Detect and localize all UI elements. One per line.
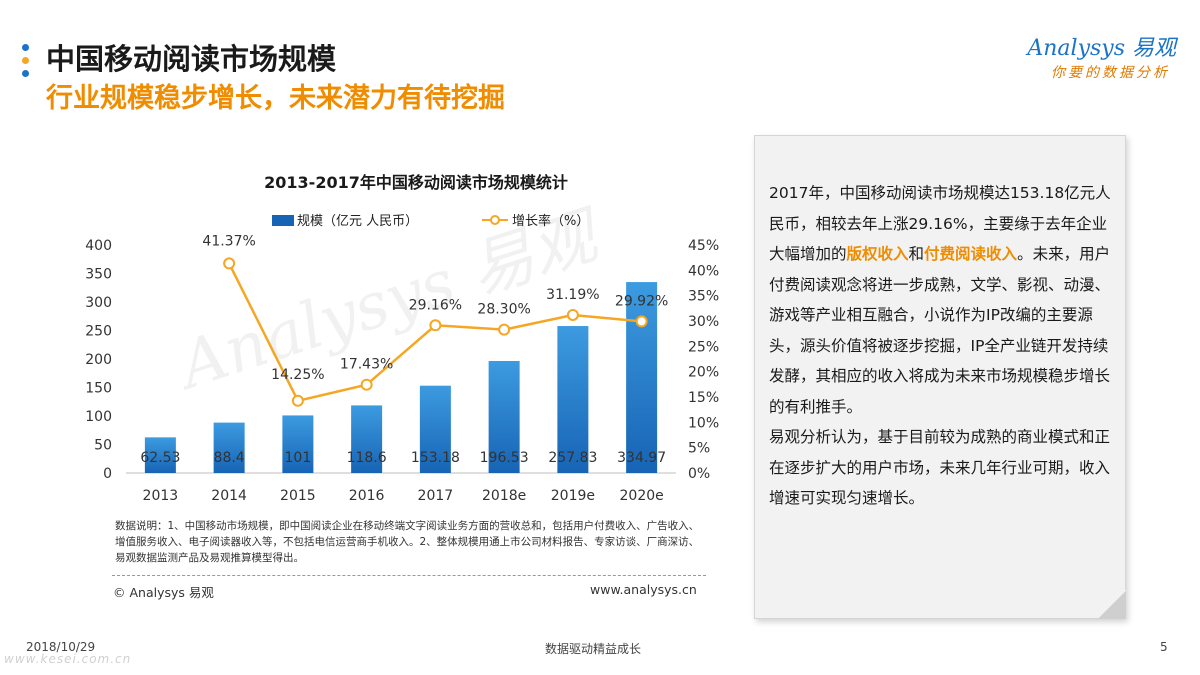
bar-2017 bbox=[419, 385, 451, 473]
y-right-tick-label: 45% bbox=[688, 238, 719, 254]
bar-2020e bbox=[626, 282, 658, 473]
footer-date: 2018/10/29 bbox=[26, 640, 96, 654]
y-left-tick-label: 200 bbox=[85, 352, 112, 368]
logo-text: Analysys 易观 bbox=[1027, 36, 1176, 61]
footer-slogan: 数据驱动精益成长 bbox=[545, 642, 642, 656]
y-right-tick-label: 0% bbox=[688, 466, 710, 482]
analysis-p1-and: 和 bbox=[908, 245, 925, 263]
growth-rate-label: 29.16% bbox=[409, 297, 462, 313]
x-tick-label: 2018e bbox=[482, 488, 526, 504]
analysis-p2: 易观分析认为，基于目前较为成熟的商业模式和正在逐步扩大的用户市场，未来几年行业可… bbox=[769, 428, 1111, 507]
y-left-tick-label: 150 bbox=[85, 381, 112, 397]
x-tick-label: 2013 bbox=[143, 488, 179, 504]
chart-title: 2013-2017年中国移动阅读市场规模统计 bbox=[264, 173, 568, 192]
bullet-dot bbox=[22, 57, 29, 64]
bar-2016 bbox=[351, 405, 383, 473]
y-left-tick-label: 350 bbox=[85, 267, 112, 283]
y-right-tick-label: 15% bbox=[688, 390, 719, 406]
legend-line-label: 增长率（%） bbox=[512, 213, 589, 229]
legend-line-marker bbox=[490, 215, 500, 225]
bar-2014 bbox=[213, 422, 245, 473]
title-bullet-dots bbox=[22, 44, 30, 83]
growth-point-2016 bbox=[360, 378, 373, 391]
growth-point-2014 bbox=[223, 257, 236, 270]
y-left-tick-label: 300 bbox=[85, 295, 112, 311]
growth-point-2017 bbox=[429, 319, 442, 332]
divider bbox=[112, 575, 706, 576]
y-right-tick-label: 10% bbox=[688, 415, 719, 431]
x-tick-label: 2017 bbox=[418, 488, 454, 504]
website-link[interactable]: www.analysys.cn bbox=[590, 582, 697, 597]
y-left-tick-label: 0 bbox=[103, 466, 112, 482]
bar-2019e bbox=[557, 326, 589, 473]
y-right-tick-label: 5% bbox=[688, 441, 710, 457]
y-right-tick-label: 35% bbox=[688, 289, 719, 305]
growth-point-2015 bbox=[291, 394, 304, 407]
x-tick-label: 2019e bbox=[551, 488, 595, 504]
growth-rate-label: 14.25% bbox=[271, 367, 324, 383]
analysys-logo: Analysys 易观 你要的数据分析 bbox=[1006, 26, 1176, 96]
bullet-dot bbox=[22, 44, 29, 51]
bullet-dot bbox=[22, 70, 29, 77]
bar-2018e bbox=[488, 360, 520, 473]
y-left-tick-label: 400 bbox=[85, 238, 112, 254]
x-tick-label: 2015 bbox=[280, 488, 316, 504]
growth-rate-label: 17.43% bbox=[340, 357, 393, 373]
bar-value-label: 153.18 bbox=[411, 450, 460, 466]
analysis-p1-a: 2017年，中国移动阅读市场规模达153.18亿元人民币，相较去年上涨29.16… bbox=[769, 184, 1111, 263]
bar-2015 bbox=[282, 415, 314, 473]
y-right-tick-label: 40% bbox=[688, 263, 719, 279]
bar-value-label: 118.6 bbox=[347, 450, 387, 466]
analysis-card: 2017年，中国移动阅读市场规模达153.18亿元人民币，相较去年上涨29.16… bbox=[754, 135, 1126, 619]
highlight-paid-reading-revenue: 付费阅读收入 bbox=[924, 245, 1018, 263]
page-subtitle: 行业规模稳步增长，未来潜力有待挖掘 bbox=[46, 83, 505, 114]
analysis-p1-b: 。未来，用户付费阅读观念将进一步成熟，文学、影视、动漫、游戏等产业相互融合，小说… bbox=[769, 245, 1111, 416]
legend-bar-swatch bbox=[272, 215, 294, 226]
y-left-tick-label: 100 bbox=[85, 409, 112, 425]
growth-point-2018e bbox=[498, 323, 511, 336]
bar-value-label: 196.53 bbox=[480, 450, 529, 466]
bar-value-label: 101 bbox=[285, 450, 312, 466]
page-title: 中国移动阅读市场规模 bbox=[46, 42, 337, 76]
bar-value-label: 257.83 bbox=[548, 450, 597, 466]
x-tick-label: 2020e bbox=[620, 488, 664, 504]
data-note: 数据说明：1、中国移动市场规模，即中国阅读企业在移动终端文字阅读业务方面的营收总… bbox=[115, 520, 700, 564]
copyright: © Analysys 易观 bbox=[113, 585, 214, 600]
y-right-tick-label: 20% bbox=[688, 365, 719, 381]
page-curl bbox=[1098, 590, 1126, 619]
y-right-tick-label: 25% bbox=[688, 339, 719, 355]
footer-watermark-url: www.kesei.com.cn bbox=[4, 652, 132, 666]
growth-rate-label: 41.37% bbox=[202, 233, 255, 249]
analysis-text: 2017年，中国移动阅读市场规模达153.18亿元人民币，相较去年上涨29.16… bbox=[769, 178, 1117, 514]
bar-2013 bbox=[144, 437, 176, 473]
growth-rate-label: 31.19% bbox=[546, 287, 599, 303]
page-number: 5 bbox=[1160, 640, 1168, 654]
x-tick-label: 2014 bbox=[211, 488, 247, 504]
bar-value-label: 334.97 bbox=[617, 450, 666, 466]
bar-value-label: 62.53 bbox=[140, 450, 180, 466]
growth-rate-label: 28.30% bbox=[477, 302, 530, 318]
highlight-copyright-revenue: 版权收入 bbox=[846, 245, 909, 263]
growth-rate-label: 29.92% bbox=[615, 293, 668, 309]
y-right-tick-label: 30% bbox=[688, 314, 719, 330]
bar-value-label: 88.4 bbox=[214, 450, 245, 466]
growth-point-2020e bbox=[635, 315, 648, 328]
y-left-tick-label: 250 bbox=[85, 324, 112, 340]
legend-bar-label: 规模（亿元 人民币） bbox=[297, 214, 418, 229]
logo-slogan: 你要的数据分析 bbox=[1051, 65, 1170, 81]
growth-point-2019e bbox=[566, 308, 579, 321]
y-left-tick-label: 50 bbox=[94, 438, 112, 454]
x-tick-label: 2016 bbox=[349, 488, 385, 504]
